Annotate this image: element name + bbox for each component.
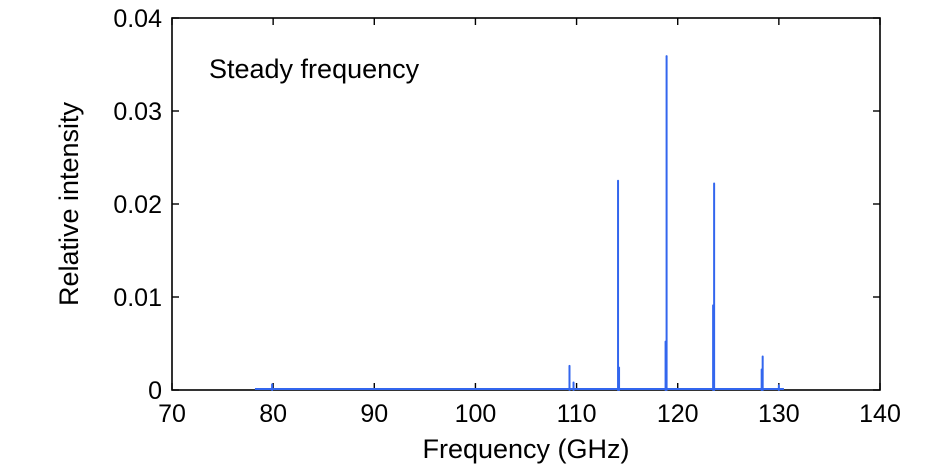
- x-tick-label: 90: [360, 400, 388, 428]
- y-axis-title: Relative intensity: [54, 101, 84, 306]
- y-tick-label: 0: [148, 377, 162, 405]
- tick-labels: 70 80 90 100 110 120 130 140 0 0.01 0.02 0.03 0.04: [113, 5, 901, 428]
- x-tick-label: 110: [557, 400, 597, 428]
- x-tick-label: 140: [859, 400, 901, 428]
- x-axis-title: Frequency (GHz): [422, 434, 629, 464]
- x-tick-label: 100: [455, 400, 497, 428]
- y-tick-label: 0.03: [113, 98, 162, 126]
- x-tick-label: 130: [758, 400, 800, 428]
- chart-annotation: Steady frequency: [209, 54, 420, 84]
- spectrum-series: [254, 55, 784, 391]
- y-tick-label: 0.02: [113, 191, 162, 219]
- x-tick-label: 120: [657, 400, 699, 428]
- x-tick-label: 70: [158, 400, 186, 428]
- y-tick-label: 0.01: [113, 284, 162, 312]
- x-tick-label: 80: [259, 400, 287, 428]
- y-tick-label: 0.04: [113, 5, 162, 33]
